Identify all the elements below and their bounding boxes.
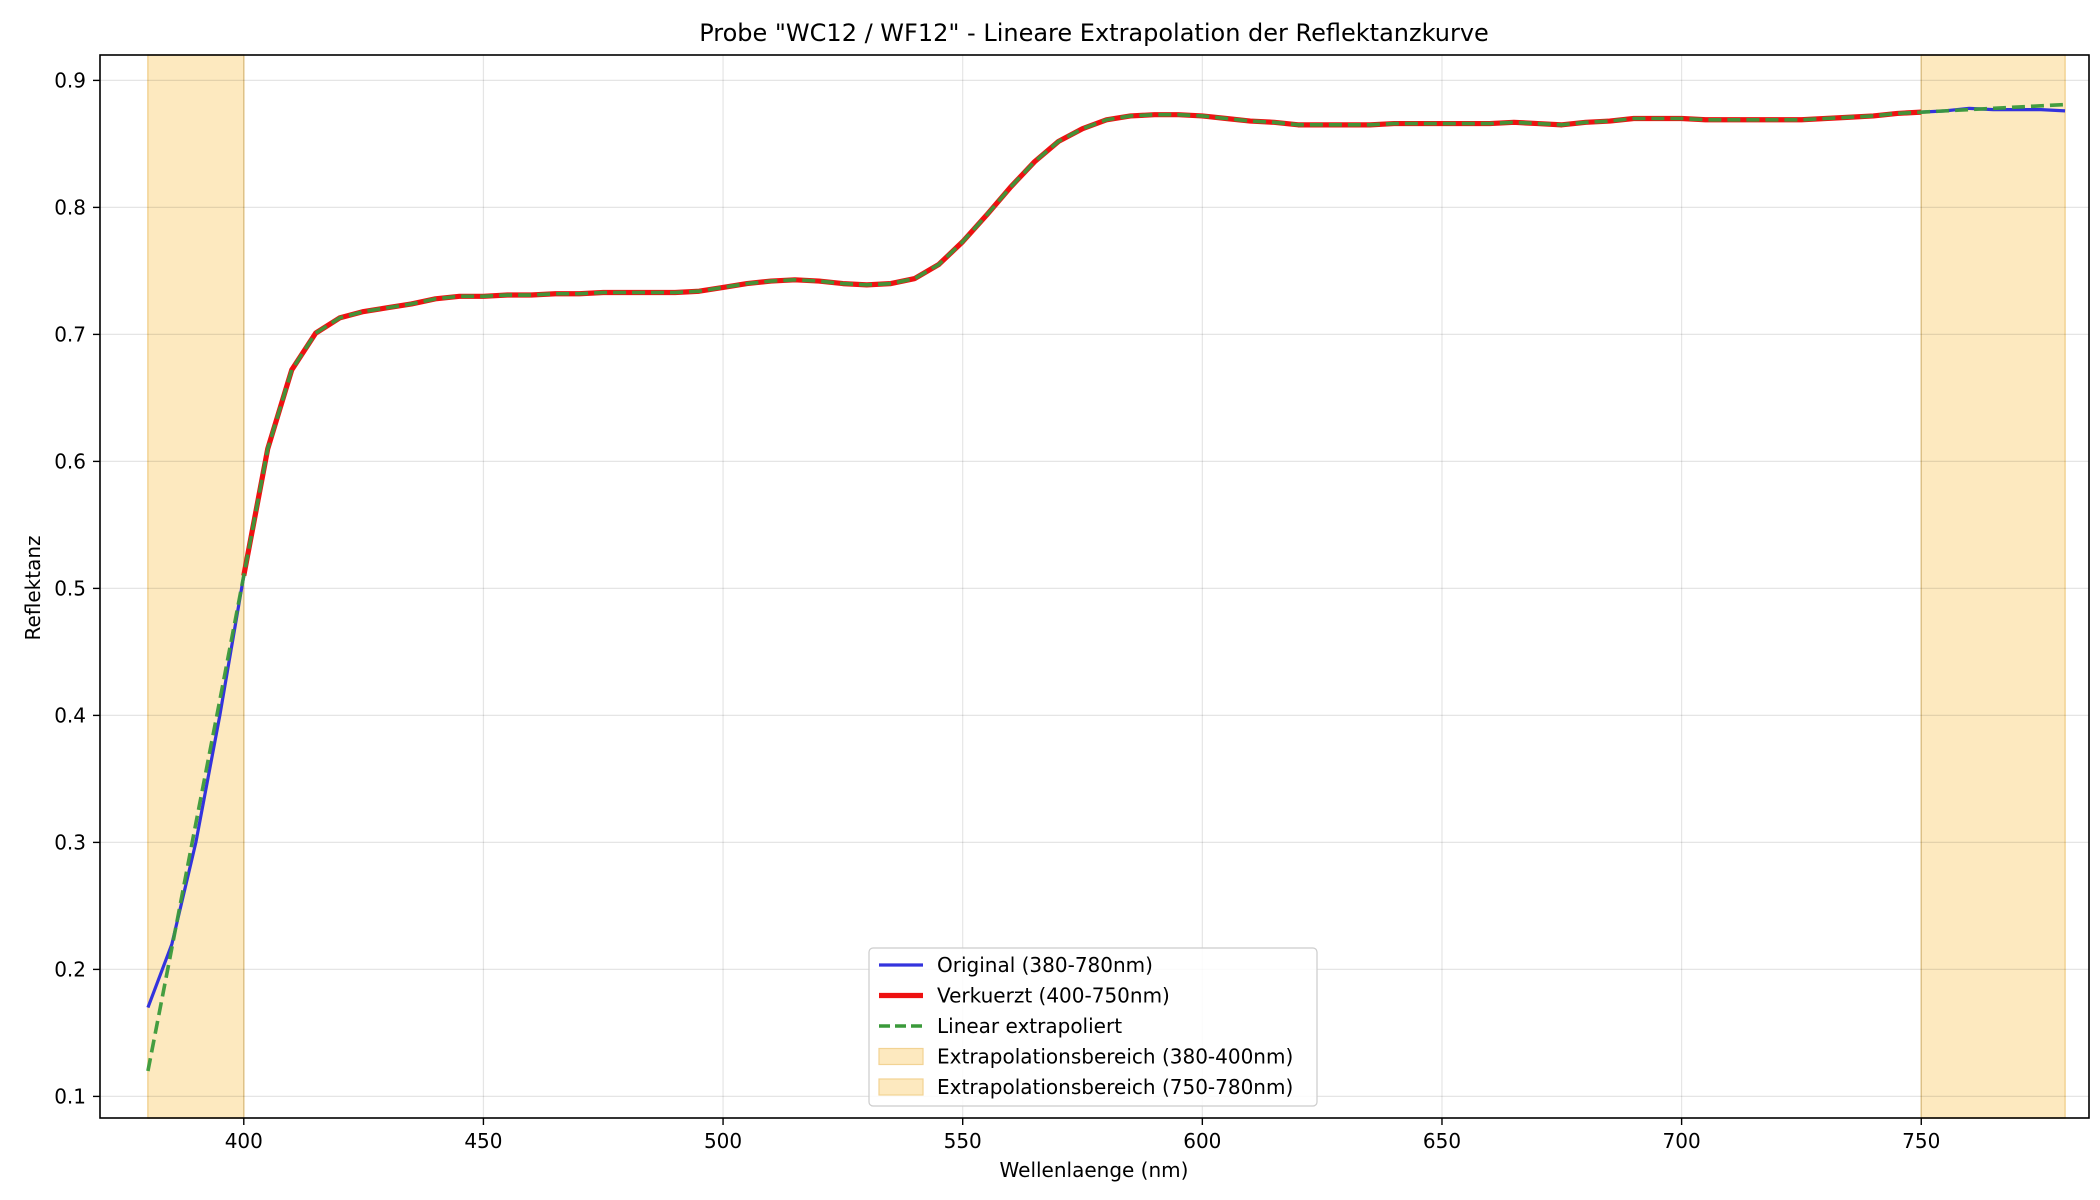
series-line-3 <box>146 102 2066 1072</box>
x-tick-label: 600 <box>1183 1129 1221 1153</box>
legend-label: Linear extrapoliert <box>937 1014 1122 1038</box>
shaded-region-1 <box>147 54 245 1119</box>
x-tick-label: 500 <box>704 1129 742 1153</box>
x-axis-ticks: 400 450 500 550 600 650 700 750 <box>225 1118 1940 1153</box>
y-tick-label: 0.4 <box>54 703 86 727</box>
y-tick-label: 0.7 <box>54 322 86 346</box>
y-tick-label: 0.6 <box>54 449 86 473</box>
y-axis-label: Reflektanz <box>21 535 45 640</box>
legend-swatch-patch <box>878 1078 924 1096</box>
y-tick-label: 0.5 <box>54 576 86 600</box>
y-tick-label: 0.1 <box>54 1084 86 1108</box>
y-tick-label: 0.9 <box>54 68 86 92</box>
legend-label: Original (380-780nm) <box>937 953 1153 977</box>
x-tick-label: 700 <box>1663 1129 1701 1153</box>
legend-box <box>868 947 1318 1107</box>
x-tick-label: 650 <box>1423 1129 1461 1153</box>
y-tick-label: 0.8 <box>54 195 86 219</box>
x-tick-label: 550 <box>944 1129 982 1153</box>
chart-title: Probe "WC12 / WF12" - Lineare Extrapolat… <box>699 19 1489 47</box>
x-tick-label: 750 <box>1902 1129 1940 1153</box>
y-tick-label: 0.3 <box>54 830 86 854</box>
x-tick-label: 450 <box>464 1129 502 1153</box>
legend: Original (380-780nm) Verkuerzt (400-750nm… <box>868 947 1318 1107</box>
series-lines <box>146 102 2066 1072</box>
legend-label: Extrapolationsbereich (750-780nm) <box>937 1075 1293 1099</box>
legend-swatch-patch <box>878 1047 924 1066</box>
shaded-region-2 <box>1920 54 2066 1119</box>
plot-frame <box>99 54 2090 1119</box>
y-axis-ticks: 0.1 0.2 0.3 0.4 0.5 0.6 0.7 0.8 0.9 <box>54 68 100 1108</box>
legend-label: Verkuerzt (400-750nm) <box>937 984 1170 1008</box>
x-tick-label: 400 <box>225 1129 263 1153</box>
legend-label: Extrapolationsbereich (380-400nm) <box>937 1045 1293 1069</box>
x-axis-label: Wellenlaenge (nm) <box>1000 1158 1189 1182</box>
y-tick-label: 0.2 <box>54 957 86 981</box>
